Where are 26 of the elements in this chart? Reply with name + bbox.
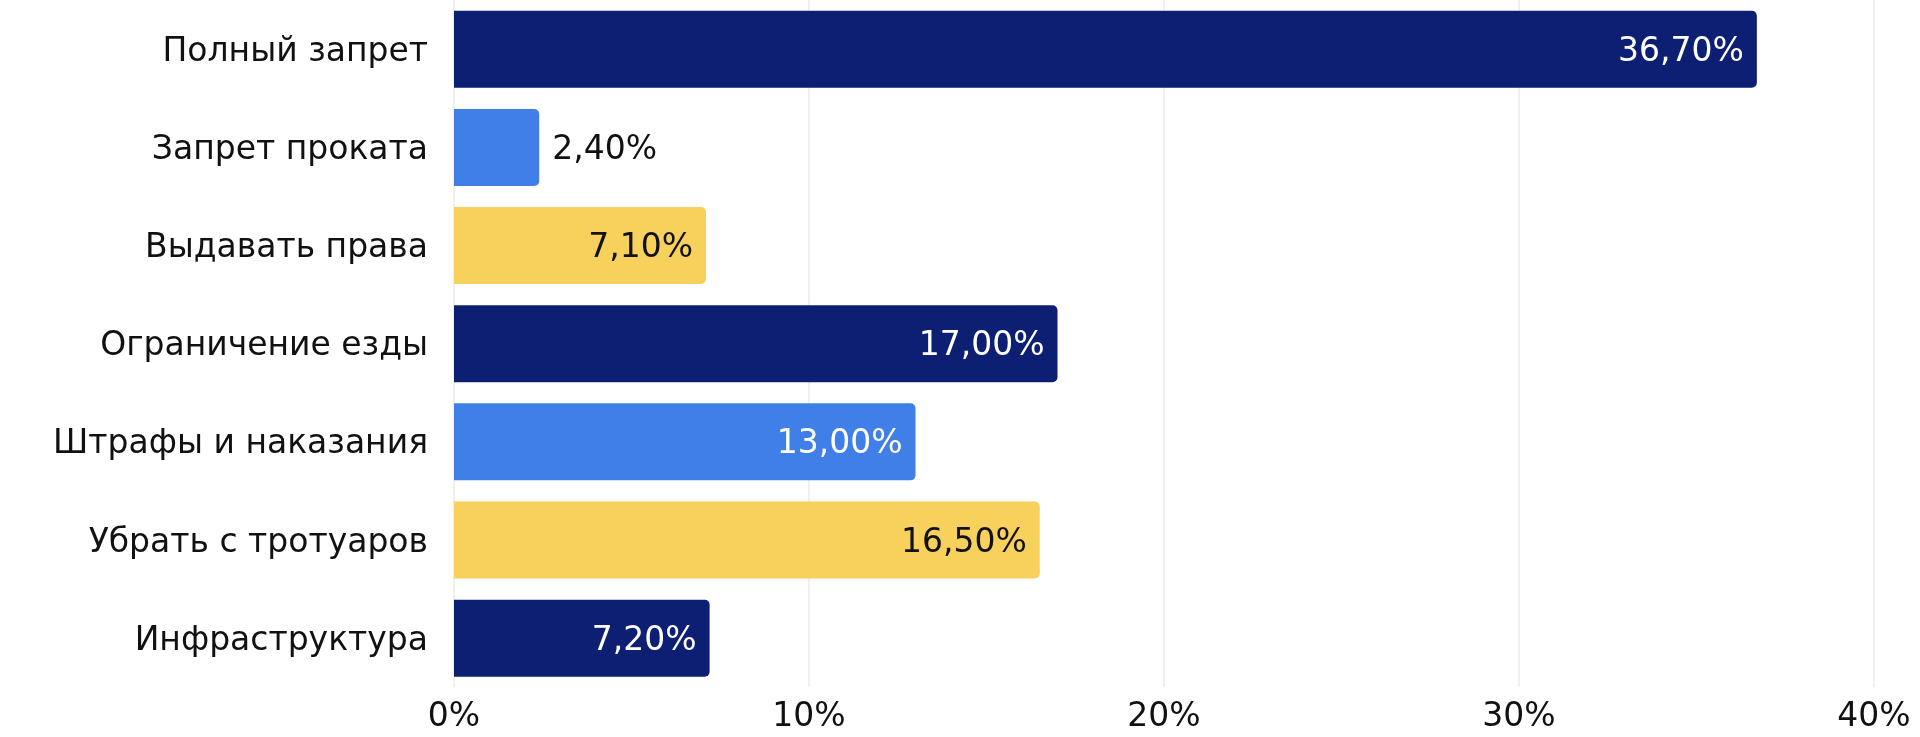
data-label: 13,00% — [776, 422, 903, 462]
data-label: 17,00% — [918, 324, 1045, 364]
y-tick-label: Ограничение езды — [100, 324, 428, 364]
bar — [454, 403, 916, 481]
bar — [454, 305, 1058, 383]
data-label: 36,70% — [1618, 29, 1744, 69]
y-tick-label: Запрет проката — [151, 127, 428, 167]
y-tick-label: Полный запрет — [162, 29, 428, 69]
x-tick-label: 10% — [772, 695, 846, 735]
y-tick-label: Инфраструктура — [134, 618, 428, 658]
bar — [454, 10, 1757, 88]
bar — [454, 599, 710, 677]
data-label: 16,50% — [900, 520, 1027, 560]
x-tick-label: 0% — [427, 695, 481, 735]
data-label: 7,10% — [588, 226, 694, 266]
bar — [454, 207, 707, 285]
y-tick-label: Выдавать права — [145, 226, 428, 266]
y-tick-label: Штрафы и наказания — [53, 422, 428, 462]
bar — [454, 501, 1040, 579]
data-label: 7,20% — [591, 618, 697, 658]
x-tick-label: 40% — [1837, 695, 1911, 735]
data-label: 2,40% — [552, 127, 658, 167]
x-tick-label: 30% — [1482, 695, 1556, 735]
y-tick-label: Убрать с тротуаров — [88, 520, 428, 560]
x-tick-label: 20% — [1127, 695, 1201, 735]
bar — [454, 108, 540, 186]
